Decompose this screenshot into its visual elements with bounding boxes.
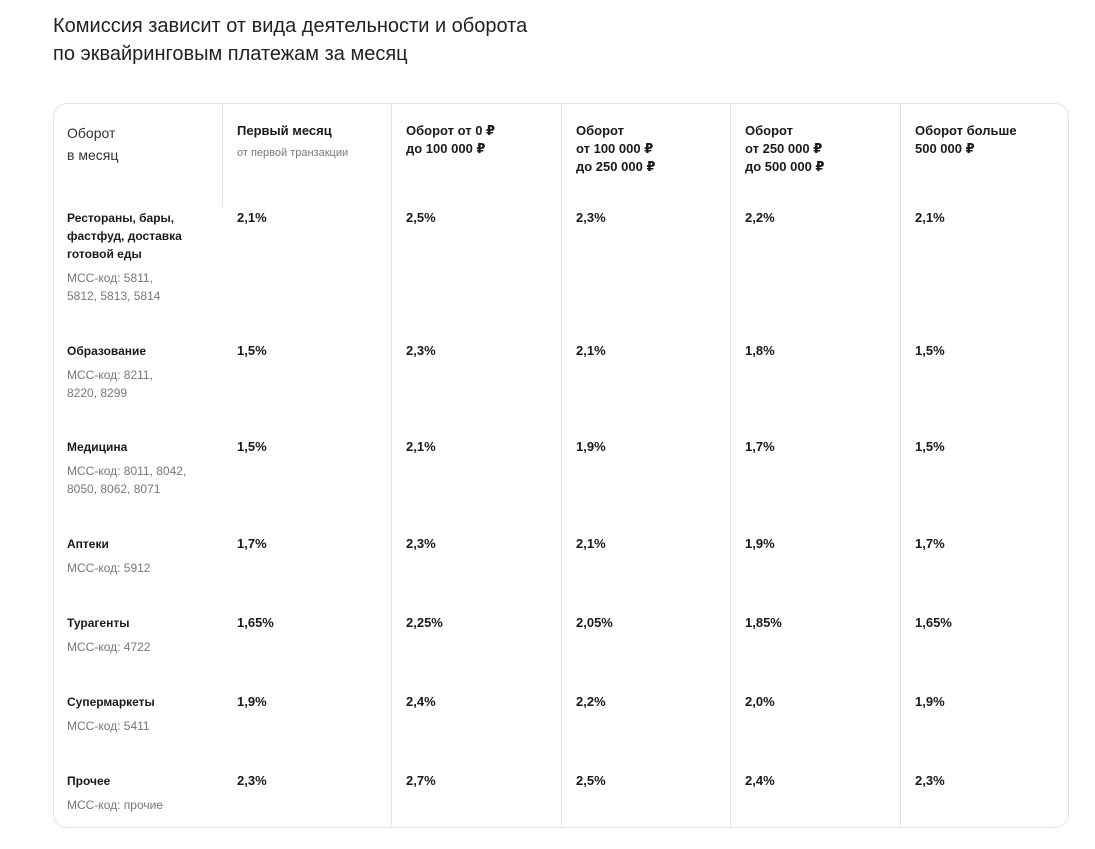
mcc-code-line: МСС-код: прочие (67, 798, 163, 812)
mcc-code: МСС-код: прочие (67, 796, 163, 814)
commission-rate: 2,3% (406, 536, 436, 551)
commission-rate: 2,3% (576, 210, 606, 225)
commission-rate: 1,9% (915, 694, 945, 709)
row-category: Турагенты МСС-код: 4722 (67, 614, 150, 656)
turnover-header-line-2: в месяц (67, 147, 119, 163)
column-header-label: от 250 000 ₽ (745, 141, 823, 156)
commission-rate: 2,1% (915, 210, 945, 225)
commission-rate: 2,2% (576, 694, 606, 709)
column-header-label: от 100 000 ₽ (576, 141, 654, 156)
category-name: Рестораны, бары, (67, 211, 175, 225)
commission-rate: 2,2% (745, 210, 775, 225)
turnover-header: Оборот в месяц (67, 122, 118, 166)
commission-rate: 2,1% (406, 439, 436, 454)
page-title: Комиссия зависит от вида деятельности и … (53, 12, 673, 68)
column-divider (900, 104, 901, 828)
commission-rate: 1,7% (915, 536, 945, 551)
column-header-label: до 250 000 ₽ (576, 159, 656, 174)
row-category: Супермаркеты МСС-код: 5411 (67, 693, 155, 735)
column-header-subtitle: от первой транзакции (237, 147, 349, 159)
commission-rate: 1,65% (237, 615, 274, 630)
column-header-label: до 100 000 ₽ (406, 141, 486, 156)
commission-rate: 2,05% (576, 615, 613, 630)
commission-rate: 1,5% (237, 343, 267, 358)
category-name: фастфуд, доставка (67, 229, 182, 243)
commission-rate: 1,8% (745, 343, 775, 358)
commission-rate: 1,9% (237, 694, 267, 709)
commission-rate: 2,5% (576, 773, 606, 788)
category-name: Турагенты (67, 616, 130, 630)
category-name: Образование (67, 344, 147, 358)
mcc-code-line: 8050, 8062, 8071 (67, 482, 161, 496)
commission-rate: 1,5% (915, 343, 945, 358)
row-category: Образование МСС-код: 8211, 8220, 8299 (67, 342, 153, 402)
commission-rate: 2,1% (576, 343, 606, 358)
mcc-code: МСС-код: 4722 (67, 638, 150, 656)
commission-rate: 2,0% (745, 694, 775, 709)
column-header: Оборот от 250 000 ₽ до 500 000 ₽ (745, 122, 824, 176)
mcc-code-line: 8220, 8299 (67, 386, 128, 400)
category-name: готовой еды (67, 247, 142, 261)
column-divider (391, 104, 392, 828)
commission-rate: 2,1% (576, 536, 606, 551)
mcc-code-line: МСС-код: 8011, 8042, (67, 464, 187, 478)
column-header: Первый месяц от первой транзакции (237, 122, 348, 161)
category-name: Супермаркеты (67, 695, 155, 709)
commission-rate: 1,9% (576, 439, 606, 454)
mcc-code: МСС-код: 5811, 5812, 5813, 5814 (67, 269, 182, 305)
commission-rate: 1,65% (915, 615, 952, 630)
commission-rate: 1,5% (237, 439, 267, 454)
mcc-code-line: МСС-код: 5411 (67, 719, 150, 733)
column-header-label: Оборот от 0 ₽ (406, 123, 496, 138)
row-category: Рестораны, бары, фастфуд, доставка готовой… (67, 209, 182, 305)
row-category: Прочее МСС-код: прочие (67, 772, 163, 814)
mcc-code: МСС-код: 8211, 8220, 8299 (67, 366, 153, 402)
column-header-label: Оборот (745, 123, 794, 138)
row-category: Медицина МСС-код: 8011, 8042, 8050, 8062, … (67, 438, 186, 498)
commission-rate: 2,7% (406, 773, 436, 788)
mcc-code-line: МСС-код: 8211, (67, 368, 153, 382)
column-header: Оборот от 100 000 ₽ до 250 000 ₽ (576, 122, 655, 176)
commission-rate: 1,85% (745, 615, 782, 630)
column-header-label: Первый месяц (237, 123, 332, 138)
column-header: Оборот от 0 ₽ до 100 000 ₽ (406, 122, 495, 158)
mcc-code-line: МСС-код: 5912 (67, 561, 151, 575)
row-category: Аптеки МСС-код: 5912 (67, 535, 150, 577)
commission-rate: 1,7% (237, 536, 267, 551)
commission-rate: 2,3% (406, 343, 436, 358)
commission-rate: 2,4% (406, 694, 436, 709)
mcc-code: МСС-код: 5411 (67, 717, 155, 735)
commission-rate: 2,1% (237, 210, 267, 225)
commission-rate: 1,7% (745, 439, 775, 454)
turnover-header-line-1: Оборот (67, 125, 116, 141)
commission-rate: 2,5% (406, 210, 436, 225)
page-title-line-2: по эквайринговым платежам за месяц (53, 43, 408, 65)
column-header-label: Оборот больше (915, 123, 1017, 138)
category-name: Прочее (67, 774, 111, 788)
mcc-code-line: МСС-код: 4722 (67, 640, 151, 654)
corner-divider (222, 104, 223, 207)
column-divider (561, 104, 562, 828)
category-name: Медицина (67, 440, 128, 454)
commission-rate: 1,9% (745, 536, 775, 551)
column-header-label: до 500 000 ₽ (745, 159, 825, 174)
column-header-label: Оборот (576, 123, 625, 138)
mcc-code-line: 5812, 5813, 5814 (67, 289, 161, 303)
page-title-line-1: Комиссия зависит от вида деятельности и … (53, 15, 528, 37)
column-header-label: 500 000 ₽ (915, 141, 975, 156)
commission-rate: 2,3% (237, 773, 267, 788)
commission-rate: 2,3% (915, 773, 945, 788)
column-divider (730, 104, 731, 828)
commission-table: Оборот в месяц Первый месяц от первой тра… (53, 103, 1069, 828)
mcc-code-line: МСС-код: 5811, (67, 271, 153, 285)
category-name: Аптеки (67, 537, 109, 551)
commission-rate: 2,4% (745, 773, 775, 788)
commission-rate: 2,25% (406, 615, 443, 630)
mcc-code: МСС-код: 5912 (67, 559, 150, 577)
mcc-code: МСС-код: 8011, 8042, 8050, 8062, 8071 (67, 462, 186, 498)
column-header: Оборот больше 500 000 ₽ (915, 122, 1017, 158)
commission-rate: 1,5% (915, 439, 945, 454)
